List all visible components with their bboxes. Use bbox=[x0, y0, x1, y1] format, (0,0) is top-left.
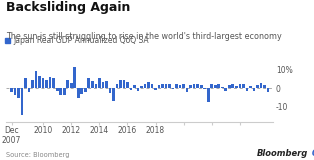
Bar bbox=[24, 78, 27, 88]
Bar bbox=[235, 86, 238, 88]
Bar bbox=[228, 85, 230, 88]
Bar bbox=[246, 88, 248, 91]
Bar bbox=[77, 88, 79, 98]
Bar bbox=[109, 88, 111, 93]
Bar bbox=[119, 80, 122, 88]
Bar bbox=[252, 88, 255, 91]
Bar bbox=[256, 85, 259, 88]
Bar bbox=[130, 88, 132, 90]
Legend: Japan Real GDP Annualized QoQ SA: Japan Real GDP Annualized QoQ SA bbox=[5, 36, 149, 45]
Bar bbox=[144, 84, 146, 88]
Bar bbox=[52, 78, 55, 88]
Bar bbox=[210, 84, 213, 88]
Bar bbox=[105, 81, 108, 88]
Bar bbox=[260, 83, 262, 88]
Bar bbox=[168, 84, 171, 88]
Bar bbox=[101, 82, 104, 88]
Bar bbox=[14, 88, 16, 95]
Bar bbox=[84, 88, 87, 92]
Bar bbox=[239, 84, 241, 88]
Bar bbox=[49, 77, 51, 88]
Bar bbox=[98, 78, 101, 88]
Bar bbox=[73, 67, 76, 88]
Bar bbox=[122, 80, 125, 88]
Bar bbox=[242, 84, 245, 88]
Bar bbox=[10, 88, 13, 92]
Bar bbox=[154, 88, 157, 90]
Bar bbox=[42, 78, 45, 88]
Bar bbox=[38, 76, 41, 88]
Bar bbox=[17, 88, 20, 98]
Bar bbox=[175, 84, 178, 88]
Bar bbox=[80, 88, 83, 94]
Bar bbox=[179, 85, 181, 88]
Bar bbox=[56, 88, 58, 91]
Bar bbox=[140, 86, 143, 88]
Bar bbox=[151, 84, 153, 88]
Bar bbox=[133, 85, 136, 88]
Text: Source: Bloomberg: Source: Bloomberg bbox=[6, 152, 70, 158]
Bar bbox=[200, 85, 203, 88]
Bar bbox=[217, 84, 220, 88]
Bar bbox=[249, 86, 252, 88]
Bar bbox=[126, 82, 129, 88]
Bar bbox=[165, 84, 167, 88]
Bar bbox=[267, 88, 269, 92]
Bar bbox=[137, 88, 139, 91]
Bar bbox=[112, 88, 115, 101]
Text: Bloomberg: Bloomberg bbox=[257, 149, 308, 158]
Text: The sun is still struggling to rise in the world's third-largest economy: The sun is still struggling to rise in t… bbox=[6, 32, 282, 41]
Bar bbox=[221, 87, 224, 88]
Bar bbox=[91, 81, 94, 88]
Bar bbox=[196, 84, 199, 88]
Bar bbox=[95, 84, 97, 88]
Bar bbox=[186, 88, 188, 92]
Bar bbox=[28, 88, 30, 92]
Bar bbox=[231, 84, 234, 88]
Text: Opinion: Opinion bbox=[309, 149, 314, 158]
Bar bbox=[21, 88, 24, 115]
Bar bbox=[67, 80, 69, 88]
Bar bbox=[35, 71, 37, 88]
Bar bbox=[158, 85, 160, 88]
Bar bbox=[70, 83, 73, 88]
Bar bbox=[63, 88, 66, 95]
Bar bbox=[31, 80, 34, 88]
Bar bbox=[59, 88, 62, 95]
Bar bbox=[263, 85, 266, 88]
Bar bbox=[182, 84, 185, 88]
Bar bbox=[116, 84, 118, 88]
Bar bbox=[207, 88, 209, 102]
Bar bbox=[189, 85, 192, 88]
Bar bbox=[88, 78, 90, 88]
Bar bbox=[45, 80, 48, 88]
Bar bbox=[214, 85, 217, 88]
Text: Backsliding Again: Backsliding Again bbox=[6, 1, 131, 14]
Bar bbox=[193, 84, 196, 88]
Bar bbox=[172, 88, 174, 89]
Bar bbox=[203, 88, 206, 89]
Bar bbox=[147, 82, 150, 88]
Bar bbox=[161, 84, 164, 88]
Bar bbox=[225, 88, 227, 91]
